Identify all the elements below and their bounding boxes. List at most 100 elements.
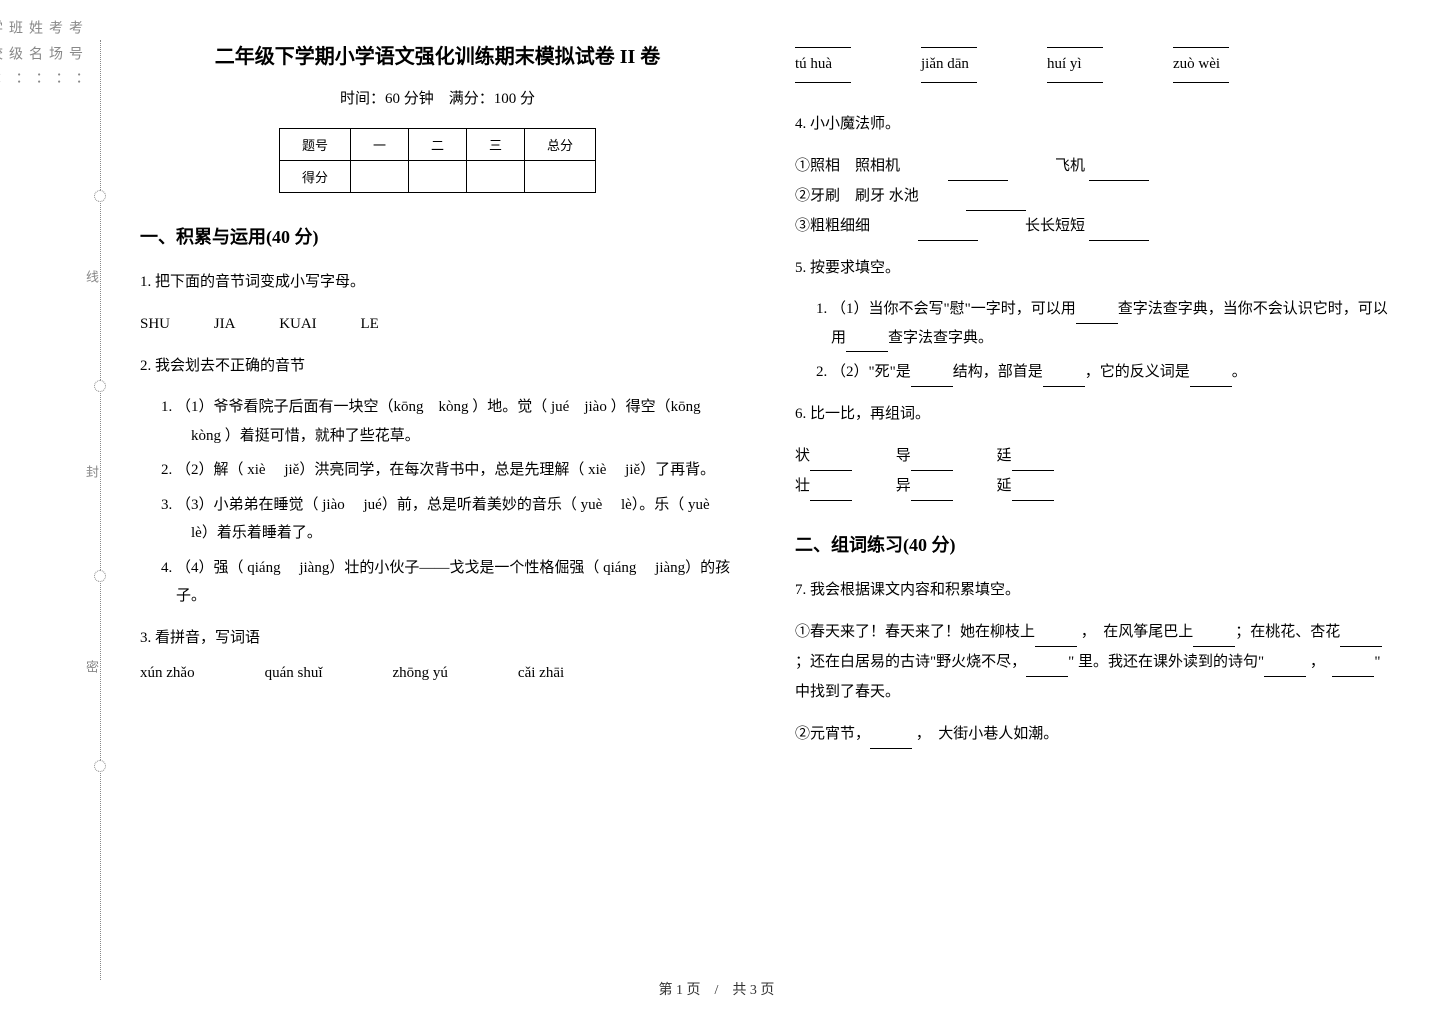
score-value-row: 得分 [279, 161, 595, 193]
answer-blank[interactable] [921, 46, 977, 48]
binding-circle [94, 570, 106, 582]
answer-blank[interactable] [966, 196, 1026, 211]
q2-sub: （1）爷爷看院子后面有一块空（kōng kòng ）地。觉（ jué jiào … [176, 393, 735, 450]
binding-circle [94, 380, 106, 392]
right-column: tú huà jiǎn dān huí yì zuò wèi 4. 小小魔法师。… [795, 40, 1390, 761]
answer-blank[interactable] [948, 166, 1008, 181]
answer-blank[interactable] [1332, 662, 1374, 677]
q7-p1: ①春天来了！春天来了！她在柳枝上 ， 在风筝尾巴上；在桃花、杏花；还在白居易的古… [795, 617, 1390, 707]
q6-char: 延 [997, 478, 1012, 494]
pinyin-text: cǎi zhāi [518, 665, 564, 682]
q6-char: 廷 [997, 448, 1012, 464]
answer-blank[interactable] [1026, 662, 1068, 677]
section-1-heading: 一、积累与运用(40 分) [140, 223, 735, 249]
answer-blank[interactable] [1047, 46, 1103, 48]
answer-blank[interactable] [795, 46, 851, 48]
pinyin-text: tú huà [795, 56, 832, 73]
q5-text: （2）"死"是 [831, 364, 911, 380]
q7-text: " 里。我还在课外读到的诗句" [1068, 654, 1264, 670]
answer-blank[interactable] [1047, 81, 1103, 83]
q1-item: JIA [214, 316, 236, 332]
answer-blank[interactable] [1089, 166, 1149, 181]
q6-grid: 状 导 廷 壮 异 延 [795, 441, 1390, 501]
score-row-label: 得分 [279, 161, 350, 193]
score-cell[interactable] [350, 161, 408, 193]
pinyin-item: tú huà [795, 46, 851, 83]
q7-text: ， 大街小巷人如潮。 [912, 726, 1058, 742]
pinyin-item: jiǎn dān [921, 46, 977, 83]
binding-hint-line: 线 [82, 270, 101, 291]
q5-stem: 5. 按要求填空。 [795, 253, 1390, 283]
answer-blank[interactable] [1076, 309, 1118, 324]
q5-text: 查字法查字典。 [888, 330, 993, 346]
pinyin-item: xún zhǎo [140, 665, 195, 682]
q2-sub: （2）解（ xiè jiě）洪亮同学，在每次背书中，总是先理解（ xiè jiě… [176, 456, 735, 485]
pinyin-item: huí yì [1047, 46, 1103, 83]
answer-blank[interactable] [1264, 662, 1306, 677]
q2-subs: （1）爷爷看院子后面有一块空（kōng kòng ）地。觉（ jué jiào … [140, 393, 735, 611]
answer-blank[interactable] [921, 81, 977, 83]
answer-blank[interactable] [1043, 372, 1085, 387]
pinyin-text: quán shuǐ [265, 665, 323, 682]
section-2-heading: 二、组词练习(40 分) [795, 531, 1390, 557]
q6-char: 壮 [795, 478, 810, 494]
binding-dotted-line [100, 40, 101, 980]
answer-blank[interactable] [810, 456, 852, 471]
q4-l3b: 长长短短 [1025, 218, 1085, 234]
q1-stem: 1. 把下面的音节词变成小写字母。 [140, 267, 735, 297]
q7-text: ①春天来了！春天来了！她在柳枝上 [795, 624, 1035, 640]
answer-blank[interactable] [1012, 486, 1054, 501]
answer-blank[interactable] [911, 486, 953, 501]
answer-blank[interactable] [911, 372, 953, 387]
binding-label-examno: 考号： [64, 20, 84, 980]
score-cell[interactable] [467, 161, 525, 193]
pinyin-item: zhōng yú [393, 665, 448, 682]
q2-sub: （3）小弟弟在睡觉（ jiào jué）前，总是听着美妙的音乐（ yuè lè）… [176, 491, 735, 548]
q5-text: 结构，部首是 [953, 364, 1043, 380]
q4-l1a: ①照相 照相机 [795, 158, 900, 174]
q2-stem: 2. 我会划去不正确的音节 [140, 351, 735, 381]
binding-strip: 线 封 密 考号： 考场： 姓名： 班级： 学校： [30, 20, 110, 960]
pinyin-text: jiǎn dān [921, 56, 969, 73]
q1-item: LE [360, 316, 378, 332]
answer-blank[interactable] [911, 456, 953, 471]
q2-sub: （4）强（ qiáng jiàng）壮的小伙子——戈戈是一个性格倔强（ qián… [176, 554, 735, 611]
answer-blank[interactable] [846, 337, 888, 352]
q7-text: ， [1306, 654, 1332, 670]
score-h-total: 总分 [525, 129, 596, 161]
pinyin-text: xún zhǎo [140, 665, 195, 682]
answer-blank[interactable] [1173, 81, 1229, 83]
answer-blank[interactable] [1193, 632, 1235, 647]
q7-text: ；还在白居易的古诗"野火烧不尽， [795, 654, 1026, 670]
pinyin-item: zuò wèi [1173, 46, 1229, 83]
q5-text: 。 [1232, 364, 1247, 380]
answer-blank[interactable] [1340, 632, 1382, 647]
score-cell[interactable] [525, 161, 596, 193]
score-cell[interactable] [408, 161, 466, 193]
answer-blank[interactable] [1089, 226, 1149, 241]
answer-blank[interactable] [795, 81, 851, 83]
answer-blank[interactable] [1035, 632, 1077, 647]
q7-text: ②元宵节， [795, 726, 870, 742]
answer-blank[interactable] [810, 486, 852, 501]
answer-blank[interactable] [1012, 456, 1054, 471]
pinyin-item: quán shuǐ [265, 665, 323, 682]
score-table: 题号 一 二 三 总分 得分 [279, 128, 596, 193]
answer-blank[interactable] [870, 734, 912, 749]
q7-stem: 7. 我会根据课文内容和积累填空。 [795, 575, 1390, 605]
binding-hint-secret: 密 [82, 660, 101, 681]
binding-hint-seal: 封 [82, 465, 101, 486]
answer-blank[interactable] [1190, 372, 1232, 387]
score-h-3: 三 [467, 129, 525, 161]
exam-subtitle: 时间：60 分钟 满分：100 分 [140, 87, 735, 108]
q4-stem: 4. 小小魔法师。 [795, 109, 1390, 139]
answer-blank[interactable] [918, 226, 978, 241]
binding-circle [94, 760, 106, 772]
q1-item: KUAI [279, 316, 317, 332]
q3-row2: tú huà jiǎn dān huí yì zuò wèi [795, 46, 1390, 83]
score-h-label: 题号 [279, 129, 350, 161]
score-h-1: 一 [350, 129, 408, 161]
q6-stem: 6. 比一比，再组词。 [795, 399, 1390, 429]
q6-char: 异 [896, 478, 911, 494]
answer-blank[interactable] [1173, 46, 1229, 48]
